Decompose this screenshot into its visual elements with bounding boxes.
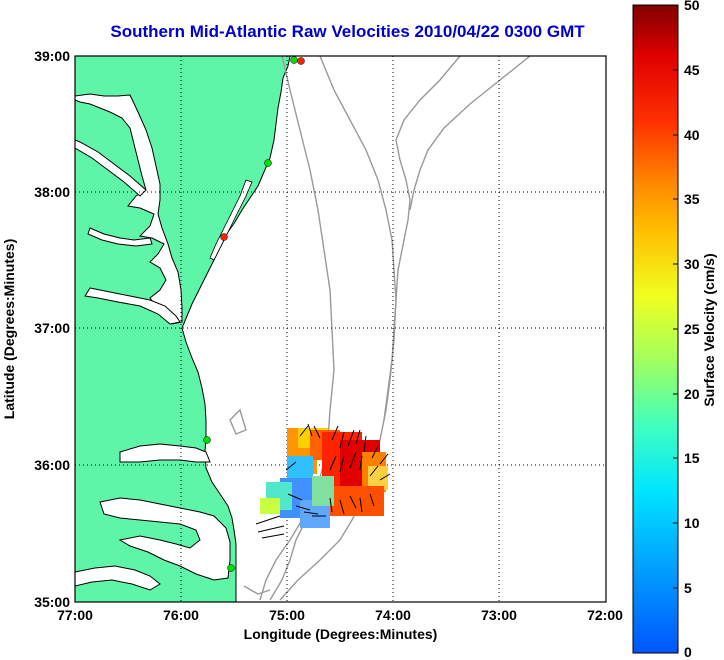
potomac-river [75,139,147,197]
eastern-shore-bays [209,179,253,261]
y-tick-label: 35:00 [34,594,70,610]
grid-lines [75,56,606,602]
hf-radar-stations [203,56,305,572]
station-marker [297,57,305,65]
station-marker [227,564,235,572]
colorbar-tick-label: 25 [684,321,700,337]
station-marker [290,56,298,64]
colorbar-tick-label: 0 [684,644,692,660]
land-mass [75,56,291,602]
x-tick-label: 73:00 [481,607,517,623]
y-tick-label: 39:00 [34,48,70,64]
colorbar [632,4,679,654]
colorbar-tick-label: 30 [684,256,700,272]
colorbar-tick-label: 20 [684,386,700,402]
station-marker [264,159,272,167]
station-marker [203,436,211,444]
pamlico-sound [99,497,231,581]
velocity-arrows [255,423,391,539]
y-tick-label: 36:00 [34,457,70,473]
colorbar-ticks [673,4,678,589]
albemarle-sound [119,443,211,463]
plot-frame [74,55,607,603]
y-tick-label: 38:00 [34,184,70,200]
x-tick-label: 74:00 [375,607,411,623]
x-axis-label: Longitude (Degrees:Minutes) [243,626,438,642]
colorbar-label: Surface Velocity (cm/s) [701,253,717,406]
rappahannock-river [87,227,153,247]
chesapeake-bay [75,93,183,325]
york-james-river [84,287,181,325]
velocity-field [260,428,388,528]
colorbar-tick-label: 5 [684,580,692,596]
station-marker [220,233,228,241]
map-title: Southern Mid-Atlantic Raw Velocities 201… [110,22,585,41]
x-tick-label: 75:00 [269,607,305,623]
x-tick-label: 77:00 [57,607,93,623]
y-axis-label: Latitude (Degrees:Minutes) [1,239,17,419]
colorbar-tick-label: 50 [684,0,700,13]
colorbar-tick-label: 45 [684,62,700,78]
y-tick-label: 37:00 [34,320,70,336]
colorbar-tick-label: 35 [684,191,700,207]
neuse-river [75,565,161,591]
colorbar-tick-label: 40 [684,127,700,143]
colorbar-tick-label: 10 [684,515,700,531]
colorbar-tick-label: 15 [684,450,700,466]
x-tick-label: 72:00 [587,607,623,623]
x-tick-label: 76:00 [163,607,199,623]
